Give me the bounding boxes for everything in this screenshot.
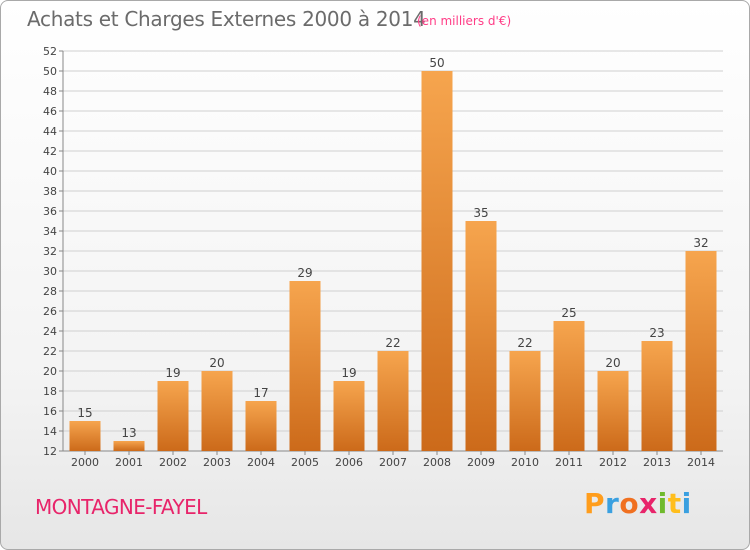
bar-value-label: 23 [649, 326, 664, 340]
x-tick-label: 2012 [599, 456, 627, 469]
logo-letter: i [657, 487, 668, 520]
bar-value-label: 22 [517, 336, 532, 350]
bar [333, 381, 365, 451]
y-tick-label: 28 [43, 285, 57, 298]
chart-unit: (en milliers d'€) [417, 14, 512, 28]
bar [201, 371, 233, 451]
y-tick-label: 36 [43, 205, 57, 218]
x-tick-label: 2006 [335, 456, 363, 469]
y-tick-label: 50 [43, 65, 57, 78]
y-tick-label: 32 [43, 245, 57, 258]
bar [465, 221, 497, 451]
y-tick-label: 44 [43, 125, 57, 138]
bar [377, 351, 409, 451]
x-tick-label: 2009 [467, 456, 495, 469]
bar-value-label: 25 [561, 306, 576, 320]
bar-value-label: 35 [473, 206, 488, 220]
y-tick-label: 20 [43, 365, 57, 378]
y-tick-label: 30 [43, 265, 57, 278]
y-tick-label: 14 [43, 425, 57, 438]
x-tick-label: 2011 [555, 456, 583, 469]
bar-value-label: 13 [121, 426, 136, 440]
x-tick-label: 2004 [247, 456, 275, 469]
y-tick-label: 24 [43, 325, 57, 338]
x-tick-label: 2002 [159, 456, 187, 469]
bar-value-label: 22 [385, 336, 400, 350]
y-tick-label: 42 [43, 145, 57, 158]
bar [509, 351, 541, 451]
bar-value-label: 50 [429, 56, 444, 70]
x-tick-label: 2007 [379, 456, 407, 469]
logo-letter: P [584, 487, 606, 520]
bar [641, 341, 673, 451]
logo-letter: o [619, 487, 640, 520]
bar-value-label: 32 [693, 236, 708, 250]
y-tick-label: 16 [43, 405, 57, 418]
bar [685, 251, 717, 451]
logo-letter: x [639, 487, 658, 520]
bar [69, 421, 101, 451]
bar [421, 71, 453, 451]
y-tick-label: 52 [43, 45, 57, 58]
bar [597, 371, 629, 451]
logo-letter: i [681, 487, 692, 520]
x-tick-label: 2013 [643, 456, 671, 469]
bar [245, 401, 277, 451]
bar-value-label: 20 [209, 356, 224, 370]
y-tick-label: 22 [43, 345, 57, 358]
bar [113, 441, 145, 451]
proxiti-logo: Proxiti [584, 487, 692, 520]
bar [289, 281, 321, 451]
bar [553, 321, 585, 451]
x-tick-label: 2010 [511, 456, 539, 469]
y-tick-label: 18 [43, 385, 57, 398]
x-tick-label: 2008 [423, 456, 451, 469]
x-tick-label: 2001 [115, 456, 143, 469]
y-tick-label: 12 [43, 445, 57, 458]
y-tick-label: 34 [43, 225, 57, 238]
bar-value-label: 20 [605, 356, 620, 370]
bar-value-label: 17 [253, 386, 268, 400]
y-tick-label: 26 [43, 305, 57, 318]
bar [157, 381, 189, 451]
x-tick-label: 2000 [71, 456, 99, 469]
x-tick-label: 2005 [291, 456, 319, 469]
y-tick-label: 38 [43, 185, 57, 198]
y-tick-label: 48 [43, 85, 57, 98]
bar-value-label: 19 [165, 366, 180, 380]
x-tick-label: 2003 [203, 456, 231, 469]
bar-value-label: 19 [341, 366, 356, 380]
y-tick-label: 40 [43, 165, 57, 178]
chart-title: Achats et Charges Externes 2000 à 2014 [27, 7, 426, 31]
commune-name: MONTAGNE-FAYEL [35, 495, 207, 519]
bar-value-label: 15 [77, 406, 92, 420]
logo-letter: t [667, 487, 682, 520]
x-tick-label: 2014 [687, 456, 715, 469]
logo-letter: r [605, 487, 620, 520]
y-tick-label: 46 [43, 105, 57, 118]
bar-value-label: 29 [297, 266, 312, 280]
